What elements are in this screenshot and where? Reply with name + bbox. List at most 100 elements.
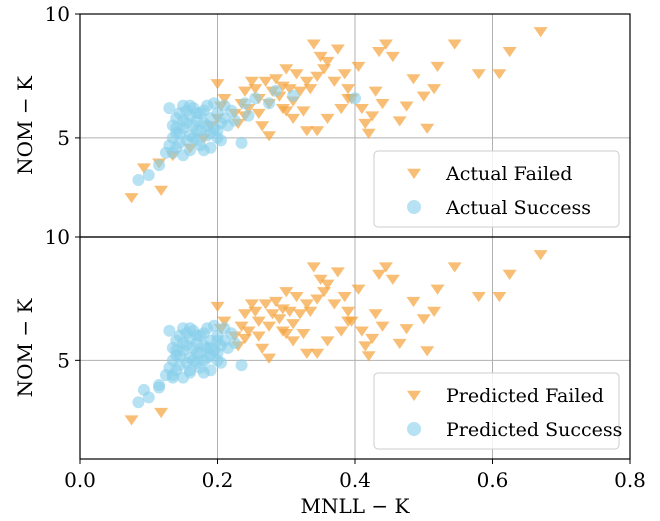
data-point: [420, 123, 435, 134]
data-point: [310, 126, 325, 137]
data-point: [132, 174, 145, 187]
data-point: [354, 326, 369, 337]
data-point: [427, 84, 442, 95]
data-point: [354, 103, 369, 115]
data-point: [279, 64, 294, 75]
data-point: [293, 309, 307, 320]
data-point: [170, 344, 183, 357]
data-point: [372, 269, 387, 280]
data-point: [184, 364, 196, 377]
data-point: [217, 316, 232, 327]
data-point: [136, 163, 151, 174]
legend-label: Predicted Success: [446, 419, 622, 441]
data-point: [399, 324, 414, 335]
data-point: [211, 334, 224, 347]
data-point: [447, 262, 462, 273]
data-point: [154, 185, 169, 196]
data-point: [351, 284, 366, 295]
data-point: [124, 415, 139, 426]
data-point: [268, 74, 283, 85]
data-point: [327, 76, 342, 87]
legend: Actual Failed Actual Success: [373, 150, 620, 228]
data-point: [420, 346, 435, 357]
panel-2: 5 10 0.0 0.2 0.4 0.6 0.8 NOM − K MNLL − K Predict…: [13, 225, 646, 518]
data-point: [303, 84, 318, 95]
data-point: [430, 61, 445, 72]
data-point: [248, 306, 263, 317]
data-point: [262, 353, 277, 364]
data-point: [137, 383, 150, 396]
y-tick-label: 5: [57, 348, 70, 372]
data-point: [279, 106, 294, 117]
data-point: [228, 114, 241, 127]
data-point: [214, 134, 227, 147]
data-point: [166, 146, 179, 159]
data-point: [180, 339, 193, 352]
data-point: [375, 321, 390, 332]
data-point: [244, 299, 259, 310]
data-point: [299, 348, 314, 359]
data-point: [533, 250, 548, 261]
x-tick-label: 0.4: [339, 468, 371, 492]
data-point: [170, 121, 183, 134]
data-point: [492, 69, 507, 80]
data-point: [330, 267, 345, 278]
data-point: [299, 299, 314, 310]
data-point: [204, 364, 217, 377]
legend-marker: [407, 390, 421, 401]
data-point: [180, 117, 193, 130]
data-point: [218, 112, 231, 125]
data-point: [334, 326, 349, 337]
data-point: [334, 103, 349, 115]
data-point: [299, 126, 314, 137]
data-point: [241, 326, 256, 337]
data-point: [320, 113, 335, 125]
data-point: [392, 116, 407, 127]
y-tick-label: 10: [45, 2, 70, 26]
data-point: [163, 324, 176, 337]
y-axis-label: NOM − K: [13, 75, 37, 175]
data-point: [372, 46, 387, 58]
data-point: [244, 76, 259, 87]
data-point: [502, 269, 517, 280]
data-point: [269, 84, 282, 97]
data-point: [248, 84, 263, 95]
data-point: [399, 101, 414, 112]
data-point: [416, 314, 431, 325]
data-point: [263, 97, 276, 110]
data-point: [447, 39, 462, 50]
data-point: [228, 337, 241, 350]
data-point: [378, 262, 393, 273]
data-point: [299, 76, 314, 87]
data-point: [287, 89, 300, 102]
data-point: [341, 84, 356, 95]
data-point: [249, 92, 262, 105]
data-point: [341, 306, 356, 317]
data-point: [208, 319, 221, 332]
data-point: [201, 119, 214, 132]
panel-1: 5 10 NOM − K Actual Failed Actual Success: [13, 2, 631, 242]
data-point: [502, 46, 517, 58]
data-point: [320, 56, 335, 68]
x-axis-label: MNLL − K: [301, 494, 411, 518]
data-point: [258, 299, 273, 310]
data-point: [430, 284, 445, 295]
data-point: [239, 97, 251, 110]
data-point: [365, 333, 380, 345]
data-point: [208, 97, 221, 110]
data-point: [361, 351, 376, 362]
data-point: [358, 341, 373, 352]
data-point: [320, 336, 335, 347]
data-point: [368, 86, 383, 97]
x-tick-label: 0.8: [614, 468, 646, 492]
legend-label: Actual Failed: [445, 163, 572, 185]
data-point: [293, 86, 307, 97]
series-actual-success: [132, 84, 361, 187]
data-point: [365, 111, 380, 122]
data-point: [337, 292, 352, 303]
data-point: [194, 139, 207, 152]
data-point: [124, 193, 139, 204]
data-point: [184, 144, 196, 157]
data-point: [255, 343, 270, 354]
